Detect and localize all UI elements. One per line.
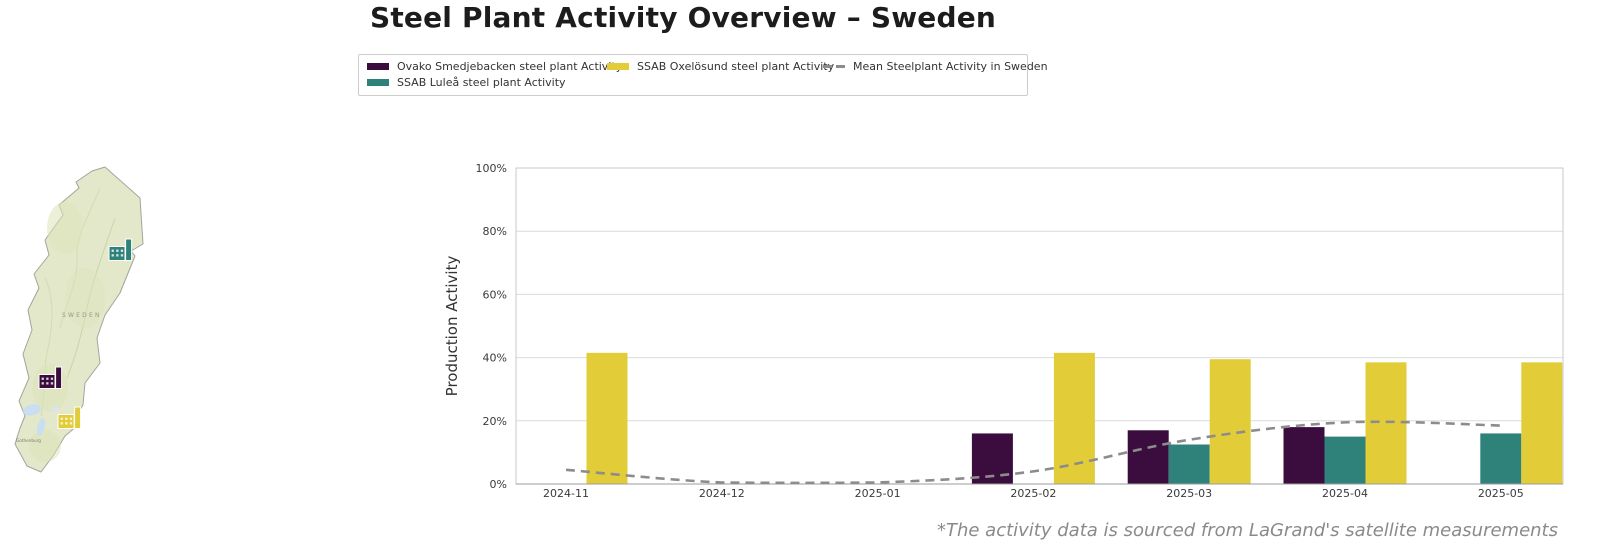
factory-icon: [38, 366, 63, 389]
svg-text:2025-01: 2025-01: [855, 487, 901, 500]
bar: [1521, 362, 1563, 484]
bar: [1209, 359, 1251, 484]
page-title: Steel Plant Activity Overview – Sweden: [369, 1, 997, 34]
legend-item: SSAB Luleå steel plant Activity: [367, 76, 607, 89]
bar: [1365, 362, 1407, 484]
legend: Ovako Smedjebacken steel plant Activity S…: [358, 54, 1048, 96]
svg-text:20%: 20%: [483, 415, 507, 428]
map-plant-markers: [38, 238, 133, 429]
mean-activity-line: [565, 420, 1501, 485]
svg-text:2024-11: 2024-11: [543, 487, 589, 500]
legend-item-label: Ovako Smedjebacken steel plant Activity: [397, 60, 623, 73]
svg-text:0%: 0%: [490, 478, 507, 491]
svg-text:40%: 40%: [483, 352, 507, 365]
sweden-map: SWEDEN Gothenburg: [5, 158, 145, 476]
svg-text:2025-05: 2025-05: [1478, 487, 1524, 500]
bars: [586, 352, 1563, 484]
map-lakes: [23, 404, 59, 436]
svg-text:60%: 60%: [483, 288, 507, 301]
bar: [1127, 430, 1169, 484]
footnote: *The activity data is sourced from LaGra…: [936, 520, 1558, 541]
legend-swatch-icon: [607, 63, 629, 70]
svg-text:2025-02: 2025-02: [1010, 487, 1056, 500]
y-axis-label: Production Activity: [443, 256, 461, 397]
bar: [1053, 352, 1095, 484]
legend-swatch-icon: [367, 63, 389, 70]
factory-icon: [108, 238, 133, 261]
bar: [586, 352, 628, 484]
legend-dashed-line-icon: [823, 62, 845, 72]
y-axis-tick-labels: 0% 20% 40% 60% 80% 100%: [476, 162, 507, 491]
bar: [1283, 427, 1325, 484]
svg-text:2025-04: 2025-04: [1322, 487, 1368, 500]
legend-item: Ovako Smedjebacken steel plant Activity: [367, 60, 622, 73]
bar: [1324, 436, 1366, 484]
map-country-label: SWEDEN: [62, 312, 102, 319]
legend-item-label: Mean Steelplant Activity in Sweden: [853, 60, 1048, 73]
legend-item: Mean Steelplant Activity in Sweden: [823, 60, 1048, 73]
svg-text:2024-12: 2024-12: [699, 487, 745, 500]
legend-item-label: SSAB Luleå steel plant Activity: [397, 76, 566, 89]
map-city-label: Gothenburg: [16, 438, 41, 443]
svg-text:100%: 100%: [476, 162, 507, 175]
factory-icon: [57, 406, 82, 429]
svg-text:2025-03: 2025-03: [1166, 487, 1212, 500]
x-axis-tick-labels: 2024-11 2024-12 2025-01 2025-02 2025-03 2025-…: [543, 487, 1524, 500]
legend-item: SSAB Oxelösund steel plant Activity: [607, 60, 834, 73]
svg-text:80%: 80%: [483, 225, 507, 238]
legend-item-label: SSAB Oxelösund steel plant Activity: [637, 60, 835, 73]
bar: [1480, 433, 1522, 484]
bar: [1168, 444, 1210, 484]
legend-swatch-icon: [367, 79, 389, 86]
